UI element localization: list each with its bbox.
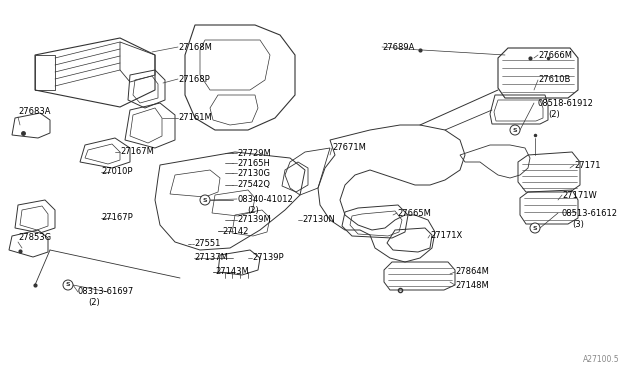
Text: 27139M: 27139M	[237, 215, 271, 224]
Text: 27167P: 27167P	[101, 214, 132, 222]
Text: 27689A: 27689A	[382, 42, 414, 51]
Text: 27130G: 27130G	[237, 169, 270, 177]
Text: S: S	[203, 198, 207, 202]
Text: 08340-41012: 08340-41012	[237, 195, 292, 203]
Text: A27100.5: A27100.5	[584, 356, 620, 365]
Text: 27165H: 27165H	[237, 158, 270, 167]
Text: 27610B: 27610B	[538, 76, 570, 84]
Text: (2): (2)	[88, 298, 100, 308]
Text: 27683A: 27683A	[18, 108, 51, 116]
Text: 08513-61612: 08513-61612	[562, 208, 618, 218]
Text: 08313-61697: 08313-61697	[78, 288, 134, 296]
Text: 27168M: 27168M	[178, 42, 212, 51]
Text: 27010P: 27010P	[101, 167, 132, 176]
Text: S: S	[513, 128, 517, 132]
Text: S: S	[532, 225, 538, 231]
Text: (3): (3)	[572, 219, 584, 228]
Circle shape	[510, 125, 520, 135]
Text: 27130N: 27130N	[302, 215, 335, 224]
Text: 27666M: 27666M	[538, 51, 572, 60]
Text: 27137M: 27137M	[194, 253, 228, 263]
Text: 27167M: 27167M	[120, 148, 154, 157]
Circle shape	[200, 195, 210, 205]
Text: 27853G: 27853G	[18, 234, 51, 243]
Text: 27729M: 27729M	[237, 148, 271, 157]
Text: 27171: 27171	[574, 160, 600, 170]
Text: 27665M: 27665M	[397, 208, 431, 218]
Text: 27542Q: 27542Q	[237, 180, 270, 189]
Circle shape	[530, 223, 540, 233]
Text: 27551: 27551	[194, 240, 220, 248]
Text: 27168P: 27168P	[178, 74, 210, 83]
Text: 27142: 27142	[222, 227, 248, 235]
Text: 27148M: 27148M	[455, 280, 489, 289]
Text: 27671M: 27671M	[332, 144, 366, 153]
Text: 08518-61912: 08518-61912	[538, 99, 594, 108]
Text: 27864M: 27864M	[455, 267, 489, 276]
Text: (2): (2)	[247, 205, 259, 215]
Text: 27143M: 27143M	[215, 267, 249, 276]
Text: 27171W: 27171W	[562, 190, 596, 199]
Text: 27171X: 27171X	[430, 231, 462, 240]
Text: 27161M: 27161M	[178, 113, 212, 122]
Text: S: S	[66, 282, 70, 288]
Circle shape	[63, 280, 73, 290]
Text: 27139P: 27139P	[252, 253, 284, 263]
Text: (2): (2)	[548, 109, 560, 119]
